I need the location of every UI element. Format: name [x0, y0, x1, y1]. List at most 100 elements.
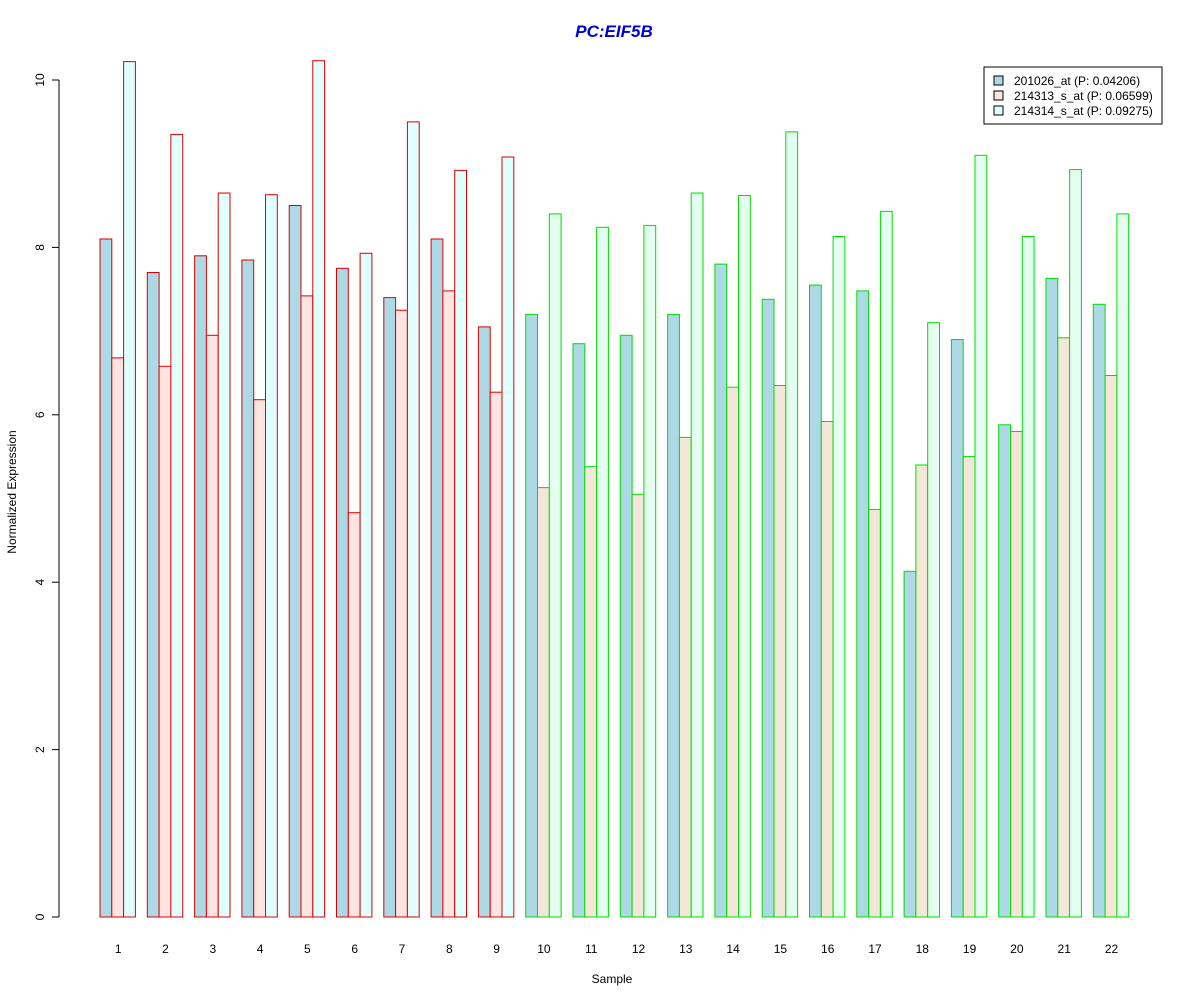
bar-s1-sample-21: [1045, 277, 1059, 918]
bar-s3-sample-20: [1021, 236, 1035, 918]
bar-s1-sample-11: [572, 343, 586, 918]
y-tick-label: 10: [33, 73, 47, 87]
bar-s2-sample-16: [820, 421, 834, 918]
bar-s3-sample-15: [785, 131, 799, 918]
bar-s2-sample-4: [253, 399, 266, 918]
bar-s3-sample-8: [454, 169, 468, 918]
x-tick-label: 19: [963, 942, 977, 956]
bar-s2-sample-19: [962, 456, 976, 918]
bar-s1-sample-15: [761, 298, 775, 918]
bar-s3-sample-22: [1116, 213, 1130, 918]
y-tick-label: 0: [33, 913, 47, 920]
legend-swatch: [993, 75, 1004, 86]
bar-s1-sample-8: [430, 238, 444, 918]
bar-s1-sample-10: [525, 313, 539, 918]
legend-entry-label: 201026_at (P: 0.04206): [1014, 74, 1140, 88]
bar-s1-sample-14: [714, 263, 728, 918]
y-axis-label: Normalized Expression: [5, 430, 19, 553]
bar-s2-sample-1: [111, 357, 125, 918]
x-tick-label: 11: [585, 942, 598, 956]
bar-s2-sample-10: [537, 487, 550, 918]
bar-s3-sample-10: [548, 213, 562, 918]
legend-box: [983, 66, 1163, 125]
y-tick-label: 8: [33, 244, 47, 251]
bar-s2-sample-11: [584, 466, 598, 918]
y-tick-label: 2: [33, 746, 47, 753]
bar-s3-sample-18: [927, 322, 941, 918]
x-tick-label: 17: [868, 942, 882, 956]
legend-swatch: [993, 105, 1004, 116]
bar-s3-sample-4: [265, 194, 278, 918]
bar-s1-sample-7: [383, 297, 397, 918]
bar-s1-sample-19: [950, 339, 964, 918]
bar-s1-sample-12: [619, 334, 633, 918]
legend-entry-label: 214314_s_at (P: 0.09275): [1014, 104, 1153, 118]
bar-s1-sample-3: [194, 255, 207, 918]
legend: 201026_at (P: 0.04206)214313_s_at (P: 0.…: [983, 66, 1163, 125]
bar-s2-sample-15: [773, 385, 787, 918]
x-tick-label: 3: [209, 942, 216, 956]
x-tick-label: 22: [1105, 942, 1119, 956]
bar-s3-sample-5: [312, 60, 326, 918]
bar-s3-sample-7: [406, 121, 420, 918]
bar-s3-sample-21: [1069, 169, 1082, 918]
bar-s3-sample-3: [217, 192, 231, 918]
bar-s2-sample-21: [1057, 337, 1071, 918]
bar-s3-sample-6: [359, 252, 373, 918]
bar-s1-sample-13: [667, 313, 680, 918]
bar-s3-sample-11: [596, 226, 609, 918]
bar-s3-sample-9: [501, 156, 515, 918]
bar-s1-sample-6: [336, 267, 349, 918]
x-tick-label: 13: [679, 942, 693, 956]
bar-s3-sample-16: [832, 236, 846, 918]
bar-s3-sample-13: [690, 192, 704, 918]
bar-s2-sample-14: [726, 386, 740, 918]
legend-entry-label: 214313_s_at (P: 0.06599): [1014, 89, 1153, 103]
x-tick-label: 5: [304, 942, 311, 956]
bar-s2-sample-6: [347, 512, 361, 918]
x-tick-label: 8: [446, 942, 453, 956]
x-tick-label: 4: [257, 942, 264, 956]
bar-s3-sample-14: [738, 195, 751, 918]
bar-s3-sample-17: [879, 210, 893, 918]
bar-s2-sample-7: [395, 309, 408, 918]
x-tick-label: 20: [1010, 942, 1024, 956]
bar-s1-sample-17: [856, 290, 870, 918]
bar-s2-sample-18: [915, 464, 929, 918]
bars-group: [99, 60, 1130, 918]
x-tick-label: 16: [821, 942, 835, 956]
x-tick-label: 2: [162, 942, 169, 956]
bar-s1-sample-1: [99, 238, 113, 918]
bar-s3-sample-19: [974, 154, 988, 918]
bar-s3-sample-12: [643, 225, 657, 918]
x-tick-label: 1: [115, 942, 122, 956]
bar-s1-sample-20: [998, 424, 1012, 918]
bar-s1-sample-4: [241, 259, 255, 918]
x-tick-label: 9: [493, 942, 500, 956]
bar-s2-sample-13: [678, 436, 692, 918]
legend-swatch: [993, 90, 1004, 101]
x-tick-label: 12: [632, 942, 646, 956]
bar-s1-sample-16: [809, 284, 822, 918]
bar-s2-sample-3: [205, 334, 219, 918]
bar-s2-sample-8: [442, 290, 456, 918]
x-tick-label: 10: [537, 942, 551, 956]
x-tick-label: 15: [774, 942, 788, 956]
bar-s3-sample-1: [123, 61, 136, 918]
x-tick-label: 21: [1058, 942, 1072, 956]
x-tick-label: 18: [916, 942, 930, 956]
x-axis-label: Sample: [592, 972, 633, 986]
bar-s2-sample-9: [489, 391, 503, 918]
bar-s3-sample-2: [170, 133, 184, 918]
bar-s1-sample-22: [1092, 303, 1106, 918]
bar-s2-sample-12: [631, 493, 645, 918]
y-tick-label: 6: [33, 411, 47, 418]
y-axis: 0 2 4 6 8 10: [33, 73, 60, 920]
bar-s2-sample-2: [158, 365, 172, 918]
bar-s2-sample-20: [1010, 431, 1023, 918]
bar-s1-sample-5: [288, 205, 302, 918]
y-tick-label: 4: [33, 579, 47, 586]
x-tick-label: 14: [726, 942, 740, 956]
bar-s1-sample-9: [477, 326, 491, 918]
